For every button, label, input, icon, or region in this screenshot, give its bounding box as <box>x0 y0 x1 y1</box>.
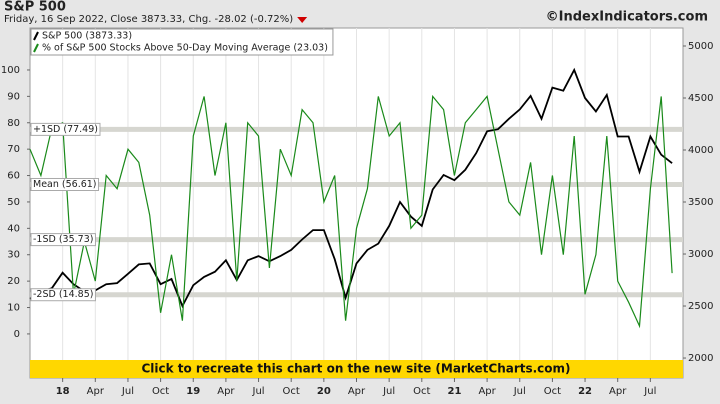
x-tick-label: Jul <box>643 386 656 397</box>
x-tick-label: Apr <box>348 386 366 397</box>
x-tick-label: 19 <box>186 386 200 397</box>
y-tick-label: 50 <box>7 197 20 208</box>
legend-box <box>30 28 334 56</box>
reference-label-bg <box>30 288 96 302</box>
x-tick-label: Jul <box>252 386 265 397</box>
x-tick-label: Jul <box>513 386 526 397</box>
y2-tick-label: 3000 <box>688 249 713 260</box>
watermark: ©IndexIndicators.com <box>546 10 708 25</box>
banner-text[interactable]: Click to recreate this chart on the new … <box>141 362 570 376</box>
y-tick-label: 100 <box>1 65 20 76</box>
x-tick-label: Apr <box>87 386 105 397</box>
y-tick-label: 70 <box>7 144 20 155</box>
series-line <box>29 67 673 309</box>
reference-label-bg <box>30 122 101 136</box>
y-tick-label: 80 <box>7 118 20 129</box>
reference-label: +1SD (77.49) <box>33 124 98 135</box>
x-tick-label: Oct <box>544 386 561 397</box>
x-tick-label: 22 <box>578 386 592 397</box>
y2-tick-label: 4000 <box>688 145 713 156</box>
reference-label-bg <box>30 177 100 191</box>
y2-tick-label: 2000 <box>688 353 713 364</box>
legend-swatch <box>33 31 39 41</box>
x-tick-label: Oct <box>152 386 169 397</box>
x-tick-label: Jul <box>121 386 134 397</box>
y2-tick-label: 2500 <box>688 301 713 312</box>
y-tick-label: 0 <box>14 329 20 340</box>
y-tick-label: 20 <box>7 276 20 287</box>
reference-label: -2SD (14.85) <box>33 289 93 300</box>
x-tick-label: Oct <box>283 386 300 397</box>
y-tick-label: 40 <box>7 223 20 234</box>
reference-label: -1SD (35.73) <box>33 234 93 245</box>
banner[interactable] <box>30 360 683 378</box>
reference-label-bg <box>30 233 96 247</box>
legend-swatch <box>33 43 39 53</box>
x-tick-label: Oct <box>413 386 430 397</box>
y2-tick-label: 3500 <box>688 197 713 208</box>
down-arrow <box>297 17 308 23</box>
x-tick-label: Jul <box>382 386 395 397</box>
series-line <box>29 94 673 329</box>
y-tick-label: 60 <box>7 171 20 182</box>
x-tick-label: 18 <box>56 386 70 397</box>
y2-tick-label: 5000 <box>688 41 713 52</box>
y-tick-label: 30 <box>7 250 20 261</box>
reference-label: Mean (56.61) <box>33 179 97 190</box>
legend-label: % of S&P 500 Stocks Above 50-Day Moving … <box>42 43 328 54</box>
subtitle: Friday, 16 Sep 2022, Close 3873.33, Chg.… <box>4 14 293 25</box>
y-tick-label: 90 <box>7 91 20 102</box>
x-tick-label: 20 <box>317 386 331 397</box>
y2-tick-label: 4500 <box>688 93 713 104</box>
legend-label: S&P 500 (3873.33) <box>42 31 132 42</box>
x-tick-label: Apr <box>609 386 627 397</box>
x-tick-label: 21 <box>447 386 461 397</box>
chart-title: S&P 500 <box>4 0 66 15</box>
x-tick-label: Apr <box>217 386 235 397</box>
x-tick-label: Apr <box>478 386 496 397</box>
y-tick-label: 10 <box>7 303 20 314</box>
